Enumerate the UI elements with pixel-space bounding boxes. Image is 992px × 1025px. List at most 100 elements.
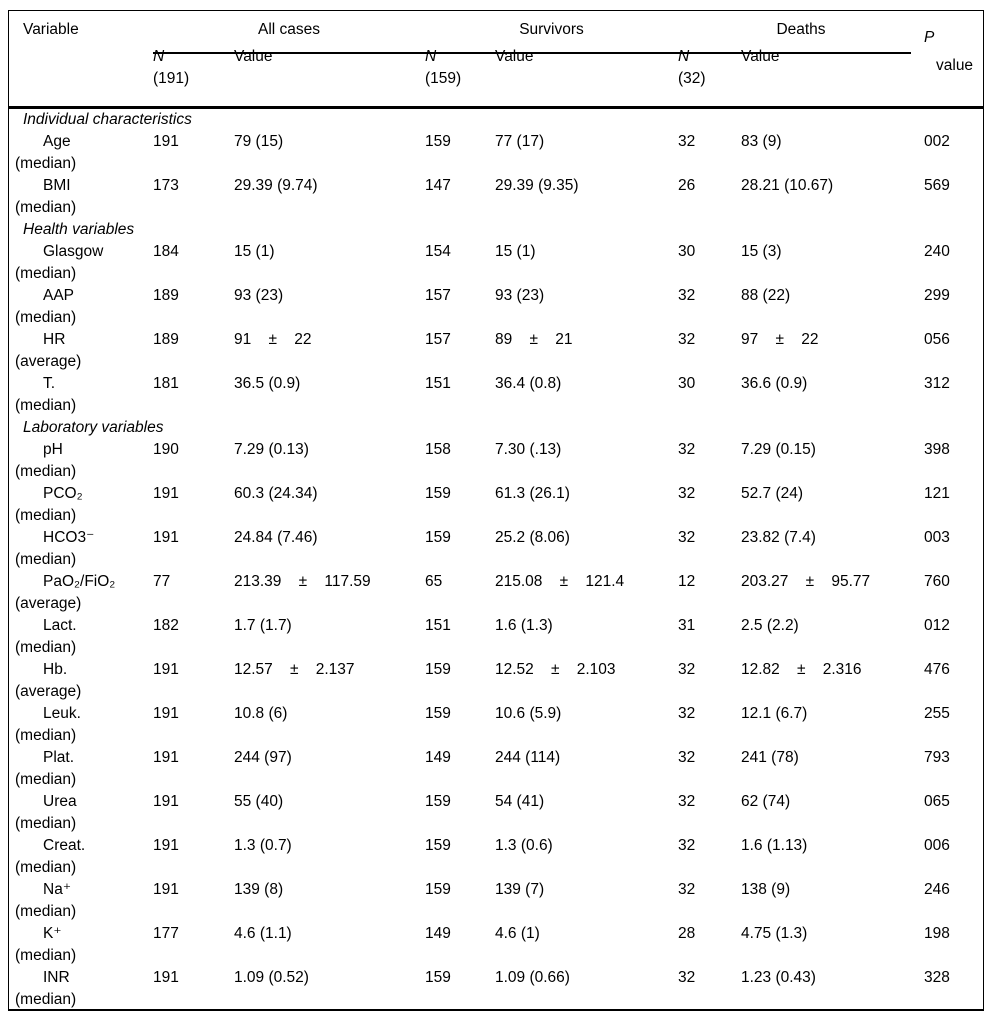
variable-name: PaO₂/FiO₂ <box>43 573 116 590</box>
variable-name: HCO3⁻ <box>43 529 95 546</box>
variable-stat: (median) <box>15 859 77 876</box>
n-label: N <box>678 48 690 65</box>
data-cell: 065 <box>924 793 950 810</box>
section-header-row: Individual characteristics <box>9 109 983 131</box>
data-cell: 32 <box>678 287 696 304</box>
data-cell: 4.75 (1.3) <box>741 925 808 942</box>
data-cell: 121 <box>924 485 950 502</box>
table-row: PaO₂/FiO₂ (average) 77 213.39 ± 117.59 6… <box>9 571 983 615</box>
data-cell: 158 <box>425 441 451 458</box>
data-cell: 159 <box>425 793 451 810</box>
variable-name: T. <box>43 375 56 392</box>
data-cell: 12.57 ± 2.137 <box>234 661 355 678</box>
n-total: (191) <box>153 70 190 87</box>
variable-name: K⁺ <box>43 925 62 942</box>
variable-stat: (median) <box>15 815 77 832</box>
variable-cell: Na⁺ (median) <box>9 879 153 923</box>
data-cell: 139 (7) <box>495 881 545 898</box>
data-cell: 006 <box>924 837 950 854</box>
table-body: Individual characteristics Age (median) … <box>9 109 983 1011</box>
data-cell: 190 <box>153 441 179 458</box>
data-cell: 32 <box>678 881 696 898</box>
data-cell: 189 <box>153 287 179 304</box>
table-row: PCO₂ (median) 191 60.3 (24.34) 159 61.3 … <box>9 483 983 527</box>
table-row: Hb. (average) 191 12.57 ± 2.137 159 12.5… <box>9 659 983 703</box>
data-cell: 10.6 (5.9) <box>495 705 562 722</box>
data-cell: 328 <box>924 969 950 986</box>
variable-cell: Leuk. (median) <box>9 703 153 747</box>
data-cell: 159 <box>425 485 451 502</box>
variable-stat: (median) <box>15 397 77 414</box>
variable-cell: Lact. (median) <box>9 615 153 659</box>
data-cell: 157 <box>425 331 451 348</box>
section-title: Laboratory variables <box>23 419 164 436</box>
data-cell: 149 <box>425 749 451 766</box>
variable-stat: (median) <box>15 639 77 656</box>
data-cell: 056 <box>924 331 950 348</box>
variable-stat: (median) <box>15 265 77 282</box>
data-cell: 203.27 ± 95.77 <box>741 573 871 590</box>
data-cell: 77 (17) <box>495 133 545 150</box>
data-cell: 32 <box>678 749 696 766</box>
data-cell: 191 <box>153 705 179 722</box>
data-cell: 151 <box>425 375 451 392</box>
data-cell: 93 (23) <box>495 287 545 304</box>
data-cell: 7.29 (0.15) <box>741 441 816 458</box>
variable-name: Glasgow <box>43 243 104 260</box>
variable-stat: (median) <box>15 771 77 788</box>
variable-stat: (median) <box>15 507 77 524</box>
variable-cell: BMI (median) <box>9 175 153 219</box>
data-cell: 7.30 (.13) <box>495 441 562 458</box>
data-cell: 12.82 ± 2.316 <box>741 661 862 678</box>
data-cell: 244 (114) <box>495 749 561 766</box>
data-cell: 241 (78) <box>741 749 799 766</box>
data-cell: 32 <box>678 441 696 458</box>
data-cell: 157 <box>425 287 451 304</box>
data-cell: 32 <box>678 837 696 854</box>
data-cell: 89 ± 21 <box>495 331 573 348</box>
data-cell: 32 <box>678 331 696 348</box>
variable-cell: Plat. (median) <box>9 747 153 791</box>
data-cell: 23.82 (7.4) <box>741 529 816 546</box>
data-cell: 181 <box>153 375 179 392</box>
statistics-table: Variable All cases Survivors Deaths N (1… <box>8 10 984 1011</box>
data-cell: 255 <box>924 705 950 722</box>
table-row: Glasgow (median) 184 15 (1) 154 15 (1) 3… <box>9 241 983 285</box>
data-cell: 2.5 (2.2) <box>741 617 799 634</box>
data-cell: 12.52 ± 2.103 <box>495 661 616 678</box>
data-cell: 244 (97) <box>234 749 292 766</box>
data-cell: 62 (74) <box>741 793 791 810</box>
data-cell: 177 <box>153 925 179 942</box>
variable-cell: INR (median) <box>9 967 153 1011</box>
data-cell: 32 <box>678 485 696 502</box>
table-row: BMI (median) 173 29.39 (9.74) 147 29.39 … <box>9 175 983 219</box>
data-cell: 182 <box>153 617 179 634</box>
variable-stat: (median) <box>15 199 77 216</box>
variable-name: Na⁺ <box>43 881 71 898</box>
data-cell: 29.39 (9.35) <box>495 177 579 194</box>
n-label: N <box>425 48 437 65</box>
data-cell: 012 <box>924 617 950 634</box>
table-header: Variable All cases Survivors Deaths N (1… <box>9 19 983 109</box>
data-cell: 31 <box>678 617 696 634</box>
variable-cell: T. (median) <box>9 373 153 417</box>
variable-name: Lact. <box>43 617 77 634</box>
column-header-variable: Variable <box>23 21 79 38</box>
data-cell: 7.29 (0.13) <box>234 441 309 458</box>
data-cell: 36.6 (0.9) <box>741 375 808 392</box>
variable-stat: (median) <box>15 155 77 172</box>
section-header-row: Laboratory variables <box>9 417 983 439</box>
variable-stat: (average) <box>15 353 82 370</box>
n-total: (32) <box>678 70 706 87</box>
data-cell: 147 <box>425 177 451 194</box>
data-cell: 1.6 (1.3) <box>495 617 553 634</box>
column-header-deaths: Deaths <box>776 21 826 38</box>
variable-stat: (median) <box>15 727 77 744</box>
data-cell: 97 ± 22 <box>741 331 819 348</box>
data-cell: 4.6 (1.1) <box>234 925 292 942</box>
data-cell: 198 <box>924 925 950 942</box>
data-cell: 138 (9) <box>741 881 791 898</box>
data-cell: 32 <box>678 793 696 810</box>
column-header-n-all-cases: N (191) <box>153 46 234 90</box>
